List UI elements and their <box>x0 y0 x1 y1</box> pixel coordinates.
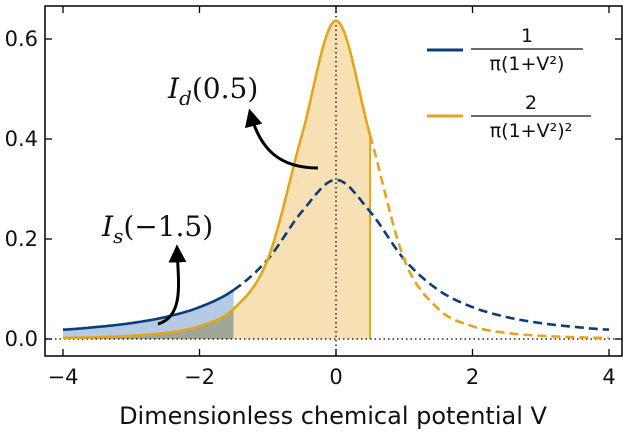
series-2-line-solid <box>63 19 372 340</box>
curves <box>63 19 609 340</box>
series-1-line-solid <box>63 289 235 331</box>
annotation-arrow-s <box>157 244 187 326</box>
annotation-is-script: I <box>101 210 114 243</box>
annotation-id-script: I <box>167 72 180 105</box>
annotation-arrow-d <box>244 108 319 170</box>
x-axis-title: Dimensionless chemical potential V <box>119 402 547 430</box>
x-tick-label: 4 <box>602 365 615 389</box>
x-tick-label: −4 <box>48 365 79 389</box>
shaded-region-overlap <box>63 308 234 339</box>
y-tick-label: 0.4 <box>5 127 38 151</box>
reference-lines <box>46 7 621 355</box>
annotation-is-argument: (−1.5) <box>123 210 213 243</box>
annotation-id: Id(0.5) <box>167 72 258 110</box>
x-tick-label: 0 <box>329 365 342 389</box>
series-2-line-dashed <box>368 134 609 340</box>
annotation-id-subscript: d <box>179 86 192 110</box>
plot-frame <box>44 5 623 357</box>
legend-denominator-series-2: π(1+V²)² <box>490 120 573 142</box>
x-tick-label: 2 <box>466 365 479 389</box>
legend-numerator-series-1: 1 <box>521 25 533 47</box>
legend: 1 π(1+V²) 2 π(1+V²)² <box>427 25 591 142</box>
y-tick-label: 0.0 <box>5 327 38 351</box>
y-tick-label: 0.6 <box>5 27 38 51</box>
axis-ticks: −4 −2 0 2 4 0.0 0.2 0.4 0.6 <box>5 6 622 389</box>
legend-numerator-series-2: 2 <box>525 92 537 114</box>
x-axis-title-text: Dimensionless chemical potential V <box>119 402 547 430</box>
annotation-is: Is(−1.5) <box>101 210 213 248</box>
shaded-regions <box>63 20 372 339</box>
legend-denominator-series-1: π(1+V²) <box>490 53 565 75</box>
series-1-line-dashed <box>232 178 609 331</box>
annotation-is-subscript: s <box>113 224 123 248</box>
y-tick-label: 0.2 <box>5 227 38 251</box>
shaded-region-2 <box>233 20 371 339</box>
annotation-id-argument: (0.5) <box>192 72 258 105</box>
x-tick-label: −2 <box>184 365 215 389</box>
